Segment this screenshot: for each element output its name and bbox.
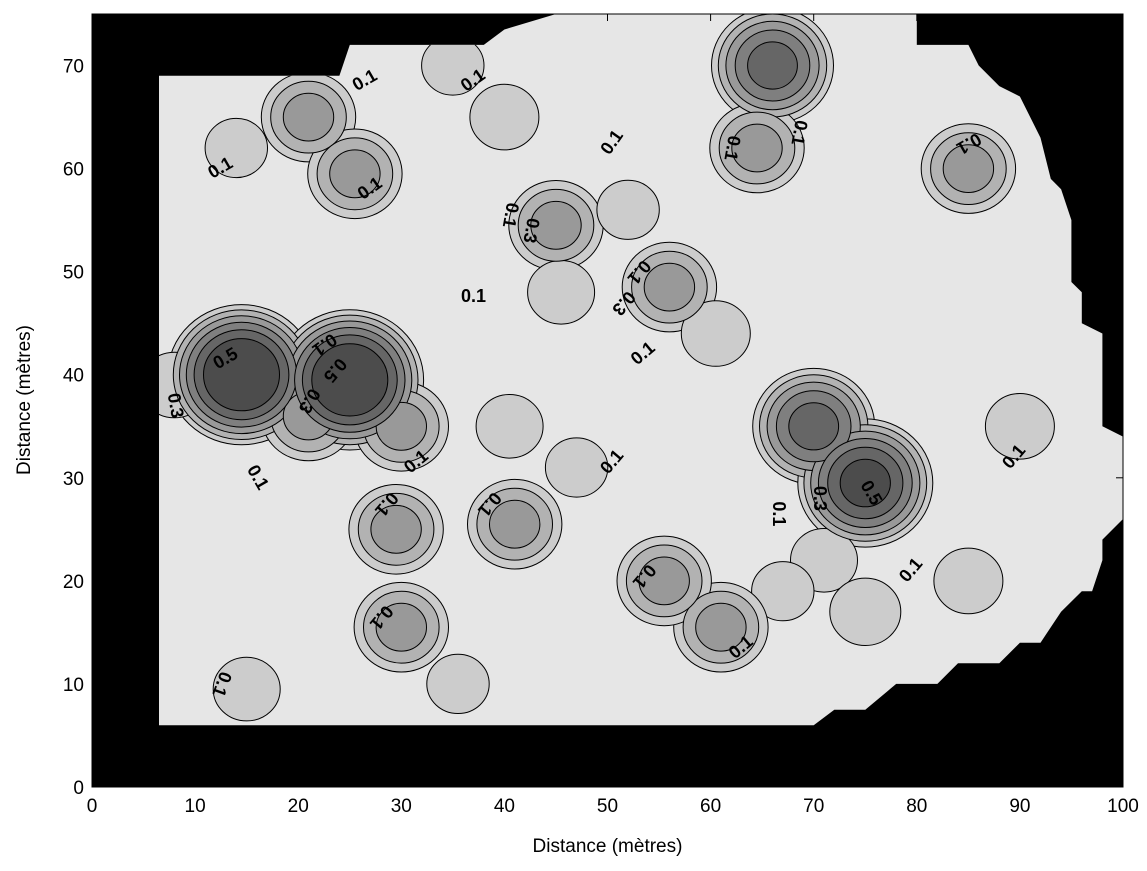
y-tick-label: 70 <box>63 57 84 78</box>
contour-region <box>475 394 544 459</box>
contour-region <box>695 602 747 652</box>
contour-region <box>788 402 840 451</box>
contour-region <box>489 499 541 549</box>
x-tick-label: 0 <box>87 796 98 817</box>
y-tick-label: 0 <box>73 778 84 799</box>
x-tick-label: 10 <box>185 796 206 817</box>
y-axis-label: Distance (mètres) <box>14 325 35 475</box>
contour-region <box>638 556 690 606</box>
contour-region <box>212 656 281 722</box>
y-tick-label: 10 <box>63 675 84 696</box>
x-tick-label: 90 <box>1009 796 1030 817</box>
x-tick-label: 60 <box>700 796 721 817</box>
contour-region <box>643 262 696 312</box>
contour-label: 0.1 <box>787 119 811 147</box>
x-tick-label: 30 <box>391 796 412 817</box>
x-axis-label: Distance (mètres) <box>533 836 683 857</box>
y-tick-label: 20 <box>63 572 84 593</box>
contour-label: 0.1 <box>461 286 486 306</box>
contour-region <box>329 149 381 199</box>
contour-region <box>747 41 798 90</box>
contour-label: 0.1 <box>720 134 744 162</box>
contour-region <box>370 504 422 554</box>
x-axis-ticks: 0 10 20 30 40 50 60 70 80 90 100 <box>87 14 1139 817</box>
contour-region <box>933 547 1004 615</box>
contour-region <box>426 653 490 715</box>
contour-region <box>544 437 609 498</box>
x-tick-label: 50 <box>597 796 618 817</box>
contour-region <box>282 92 335 142</box>
contour-region <box>311 343 389 417</box>
contour-region <box>680 300 751 367</box>
y-axis-ticks: 0 10 20 30 40 50 60 70 <box>63 57 1123 799</box>
contour-label: 0.3 <box>810 486 830 511</box>
contour-region <box>375 602 427 652</box>
contour-fills <box>159 14 1055 722</box>
x-tick-label: 80 <box>906 796 927 817</box>
y-tick-label: 40 <box>63 366 84 387</box>
contour-label: 0.3 <box>164 391 188 419</box>
x-tick-label: 40 <box>494 796 515 817</box>
y-tick-label: 50 <box>63 263 84 284</box>
contour-region <box>731 123 783 173</box>
contour-region <box>204 117 269 179</box>
contour-region <box>829 577 902 646</box>
contour-region <box>596 179 660 240</box>
plot-area: 0.1 0.10.10.10.1 0.10.1 0.10.10.30.10.30.10… <box>92 14 1123 787</box>
contour-region <box>984 393 1055 460</box>
contour-region <box>942 144 995 194</box>
contour-region <box>530 200 582 250</box>
contour-region <box>469 83 540 151</box>
contour-region <box>751 561 815 622</box>
contour-region <box>527 260 596 325</box>
contour-region <box>839 458 891 508</box>
y-tick-label: 30 <box>63 469 84 490</box>
contour-label: 0.3 <box>519 217 543 245</box>
y-tick-label: 60 <box>63 160 84 181</box>
contour-label: 0.1 <box>499 201 523 229</box>
x-tick-label: 100 <box>1107 796 1139 817</box>
contour-label: 0.1 <box>769 501 789 526</box>
x-tick-label: 20 <box>288 796 309 817</box>
contour-region <box>203 338 280 412</box>
x-tick-label: 70 <box>803 796 824 817</box>
